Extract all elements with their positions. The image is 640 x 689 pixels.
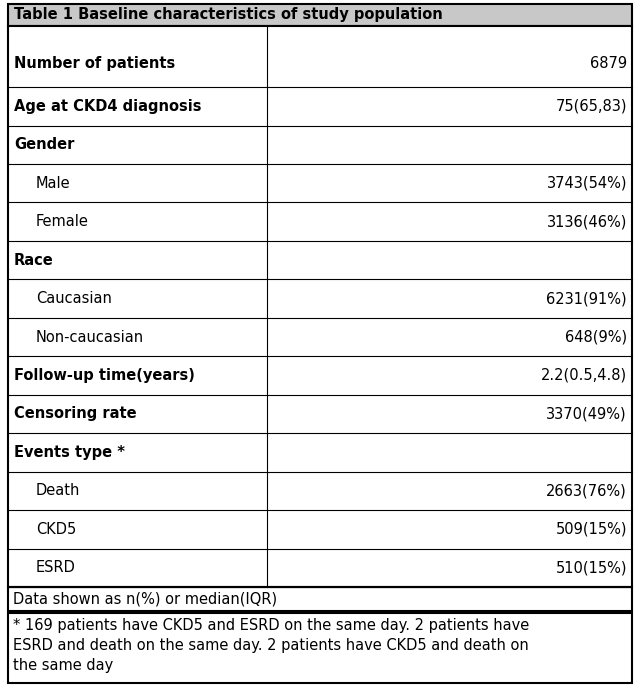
Bar	[8, 26, 632, 587]
Text: Censoring rate: Censoring rate	[14, 407, 136, 422]
Text: Caucasian: Caucasian	[36, 291, 112, 306]
Bar	[8, 318, 632, 356]
Bar	[8, 241, 632, 279]
Text: * 169 patients have CKD5 and ESRD on the same day. 2 patients have
ESRD and deat: * 169 patients have CKD5 and ESRD on the…	[13, 618, 529, 672]
Text: 509(15%): 509(15%)	[556, 522, 627, 537]
Text: 3136(46%): 3136(46%)	[547, 214, 627, 229]
Text: Female: Female	[36, 214, 89, 229]
Text: 510(15%): 510(15%)	[556, 560, 627, 575]
Bar	[8, 4, 632, 26]
Text: Age at CKD4 diagnosis: Age at CKD4 diagnosis	[14, 99, 202, 114]
Text: Follow-up time(years): Follow-up time(years)	[14, 368, 195, 383]
Bar	[8, 164, 632, 203]
Bar	[8, 203, 632, 241]
Bar	[8, 395, 632, 433]
Bar	[8, 356, 632, 395]
Text: 2663(76%): 2663(76%)	[547, 484, 627, 498]
Bar	[8, 548, 632, 587]
Text: 6231(91%): 6231(91%)	[547, 291, 627, 306]
Bar	[8, 613, 632, 683]
Text: Death: Death	[36, 484, 81, 498]
Text: Non-caucasian: Non-caucasian	[36, 329, 144, 344]
Bar	[8, 433, 632, 472]
Bar	[8, 125, 632, 164]
Text: 6879: 6879	[590, 56, 627, 72]
Bar	[8, 87, 632, 125]
Text: Number of patients: Number of patients	[14, 56, 175, 72]
Text: ESRD: ESRD	[36, 560, 76, 575]
Text: Table 1 Baseline characteristics of study population: Table 1 Baseline characteristics of stud…	[14, 8, 443, 23]
Text: 3370(49%): 3370(49%)	[547, 407, 627, 422]
Text: Events type *: Events type *	[14, 445, 125, 460]
Bar	[8, 279, 632, 318]
Bar	[8, 510, 632, 548]
Text: Race: Race	[14, 253, 54, 267]
Bar	[8, 587, 632, 611]
Text: 3743(54%): 3743(54%)	[547, 176, 627, 191]
Text: Male: Male	[36, 176, 70, 191]
Bar	[8, 472, 632, 510]
Text: 648(9%): 648(9%)	[565, 329, 627, 344]
Text: 2.2(0.5,4.8): 2.2(0.5,4.8)	[541, 368, 627, 383]
Bar	[8, 26, 632, 87]
Text: 75(65,83): 75(65,83)	[556, 99, 627, 114]
Text: Data shown as n(%) or median(IQR): Data shown as n(%) or median(IQR)	[13, 591, 277, 606]
Text: CKD5: CKD5	[36, 522, 76, 537]
Text: Gender: Gender	[14, 137, 74, 152]
